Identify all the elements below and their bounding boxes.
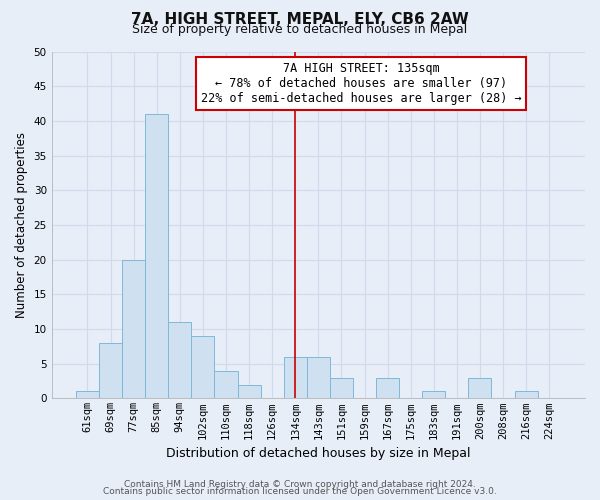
X-axis label: Distribution of detached houses by size in Mepal: Distribution of detached houses by size … (166, 447, 470, 460)
Bar (214, 370, 238, 398)
Text: 7A HIGH STREET: 135sqm
← 78% of detached houses are smaller (97)
22% of semi-det: 7A HIGH STREET: 135sqm ← 78% of detached… (200, 62, 521, 105)
Bar (76, 392, 99, 398)
Bar (307, 357, 330, 399)
Text: Size of property relative to detached houses in Mepal: Size of property relative to detached ho… (133, 22, 467, 36)
Bar (99, 343, 122, 398)
Bar (469, 378, 491, 398)
Bar (284, 357, 307, 399)
Bar (376, 378, 399, 398)
Y-axis label: Number of detached properties: Number of detached properties (15, 132, 28, 318)
Bar (168, 322, 191, 398)
Text: Contains public sector information licensed under the Open Government Licence v3: Contains public sector information licen… (103, 488, 497, 496)
Bar (422, 392, 445, 398)
Bar (238, 384, 260, 398)
Bar (515, 392, 538, 398)
Text: 7A, HIGH STREET, MEPAL, ELY, CB6 2AW: 7A, HIGH STREET, MEPAL, ELY, CB6 2AW (131, 12, 469, 28)
Bar (191, 336, 214, 398)
Bar (122, 260, 145, 398)
Text: Contains HM Land Registry data © Crown copyright and database right 2024.: Contains HM Land Registry data © Crown c… (124, 480, 476, 489)
Bar (145, 114, 168, 399)
Bar (330, 378, 353, 398)
